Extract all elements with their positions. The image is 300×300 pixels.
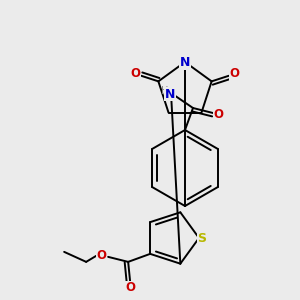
Text: S: S: [197, 232, 206, 244]
Text: O: O: [230, 68, 239, 80]
Text: N: N: [165, 88, 175, 100]
Text: H: H: [160, 86, 168, 96]
Text: O: O: [96, 249, 106, 262]
Text: O: O: [126, 281, 136, 294]
Text: O: O: [130, 68, 140, 80]
Text: O: O: [214, 108, 224, 121]
Text: N: N: [180, 56, 190, 68]
